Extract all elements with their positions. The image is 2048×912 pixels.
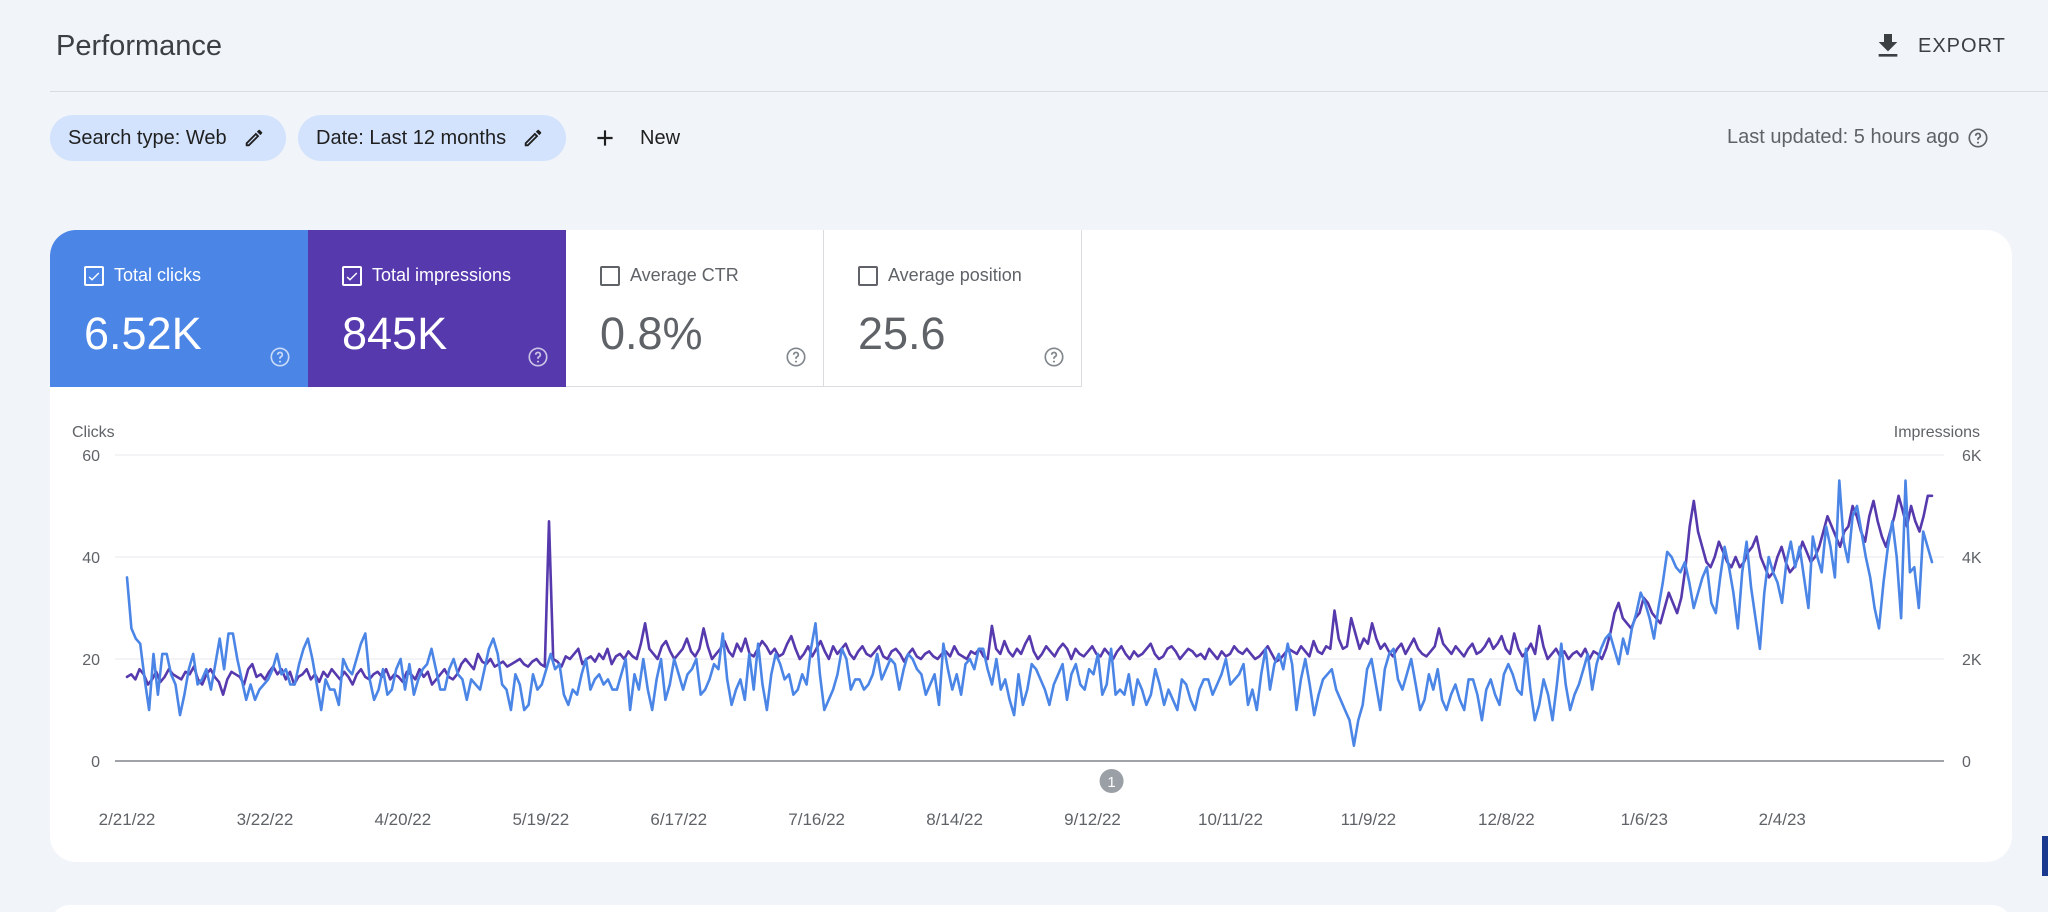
pencil-icon (245, 129, 262, 147)
y-axis-right-label: Impressions (1894, 424, 1980, 441)
date-filter-chip[interactable]: Date: Last 12 months (298, 115, 566, 161)
header-divider (50, 91, 2048, 92)
x-tick-label: 11/9/22 (1341, 810, 1396, 829)
export-label: EXPORT (1918, 34, 2006, 57)
metric-label: Total clicks (114, 265, 202, 285)
x-tick-label: 7/16/22 (788, 810, 845, 829)
metric-total-clicks[interactable]: Total clicks 6.52K (50, 230, 308, 387)
metric-total-impressions[interactable]: Total impressions 845K (308, 230, 566, 387)
plus-icon (597, 130, 613, 146)
x-tick-label: 2/21/22 (99, 810, 156, 829)
checkbox-unchecked[interactable] (858, 265, 878, 286)
x-tick-label: 2/4/23 (1759, 810, 1806, 829)
checkbox-unchecked[interactable] (600, 265, 620, 286)
x-tick-label: 1/6/23 (1621, 810, 1668, 829)
metric-label: Total impressions (372, 265, 512, 285)
download-icon (1878, 34, 1898, 57)
x-tick-label: 9/12/22 (1064, 810, 1121, 829)
x-tick-label: 10/11/22 (1198, 810, 1263, 829)
last-updated-status: Last updated: 5 hours ago (1727, 126, 1989, 149)
help-circle-icon[interactable] (269, 346, 291, 368)
x-tick-label: 3/22/22 (237, 810, 294, 829)
help-circle-icon[interactable] (1043, 346, 1065, 368)
page-title: Performance (56, 30, 223, 62)
y-tick-right: 4K (1962, 550, 1982, 567)
x-tick-label: 12/8/22 (1478, 810, 1535, 829)
help-circle-icon[interactable] (785, 346, 807, 368)
metric-value: 6.52K (84, 308, 202, 359)
metric-value: 0.8% (600, 308, 703, 359)
new-filter-button[interactable]: New (592, 115, 680, 161)
y-axis-left-label: Clicks (72, 424, 115, 441)
pencil-icon (524, 129, 542, 147)
scroll-edge-marker (2042, 836, 2048, 876)
help-circle-icon[interactable] (527, 346, 549, 368)
y-tick-right: 0 (1962, 754, 1971, 771)
date-filter-label: Date: Last 12 months (316, 126, 507, 149)
last-updated-text: Last updated: 5 hours ago (1727, 126, 1960, 148)
x-tick-label: 8/14/22 (926, 810, 983, 829)
performance-chart[interactable]: Clicks Impressions 0 0 20 2K 40 4K 60 6K 2/21/22… (50, 230, 2012, 862)
y-tick-left: 0 (91, 754, 100, 771)
metric-average-position[interactable]: Average position 25.6 (824, 230, 1082, 387)
export-button[interactable]: EXPORT (1872, 26, 2006, 66)
metric-value: 845K (342, 308, 448, 359)
checkbox-checked[interactable] (84, 265, 104, 286)
performance-card: Total clicks 6.52K Total impressions 845… (50, 230, 2012, 862)
x-tick-label: 4/20/22 (375, 810, 432, 829)
y-tick-right: 6K (1962, 448, 1982, 465)
x-tick-label: 5/19/22 (512, 810, 569, 829)
metric-average-ctr[interactable]: Average CTR 0.8% (566, 230, 824, 387)
annotation-marker (1099, 769, 1124, 793)
search-type-label: Search type: Web (68, 126, 227, 149)
metric-value: 25.6 (858, 308, 946, 359)
y-tick-left: 40 (82, 550, 100, 567)
x-tick-label: 6/17/22 (650, 810, 707, 829)
metric-label: Average position (888, 265, 1022, 285)
y-tick-left: 20 (82, 652, 100, 669)
y-tick-left: 60 (82, 448, 100, 465)
next-card-edge (50, 905, 2012, 912)
checkbox-checked[interactable] (342, 265, 362, 286)
help-circle-icon[interactable] (1967, 127, 1989, 149)
metric-label: Average CTR (630, 265, 739, 285)
new-filter-label: New (640, 126, 681, 149)
series-line-clicks (125, 479, 1934, 747)
annotation-label: 1 (1107, 774, 1115, 791)
search-type-filter-chip[interactable]: Search type: Web (50, 115, 286, 161)
y-tick-right: 2K (1962, 652, 1982, 669)
page-header: Performance EXPORT (0, 0, 2048, 92)
